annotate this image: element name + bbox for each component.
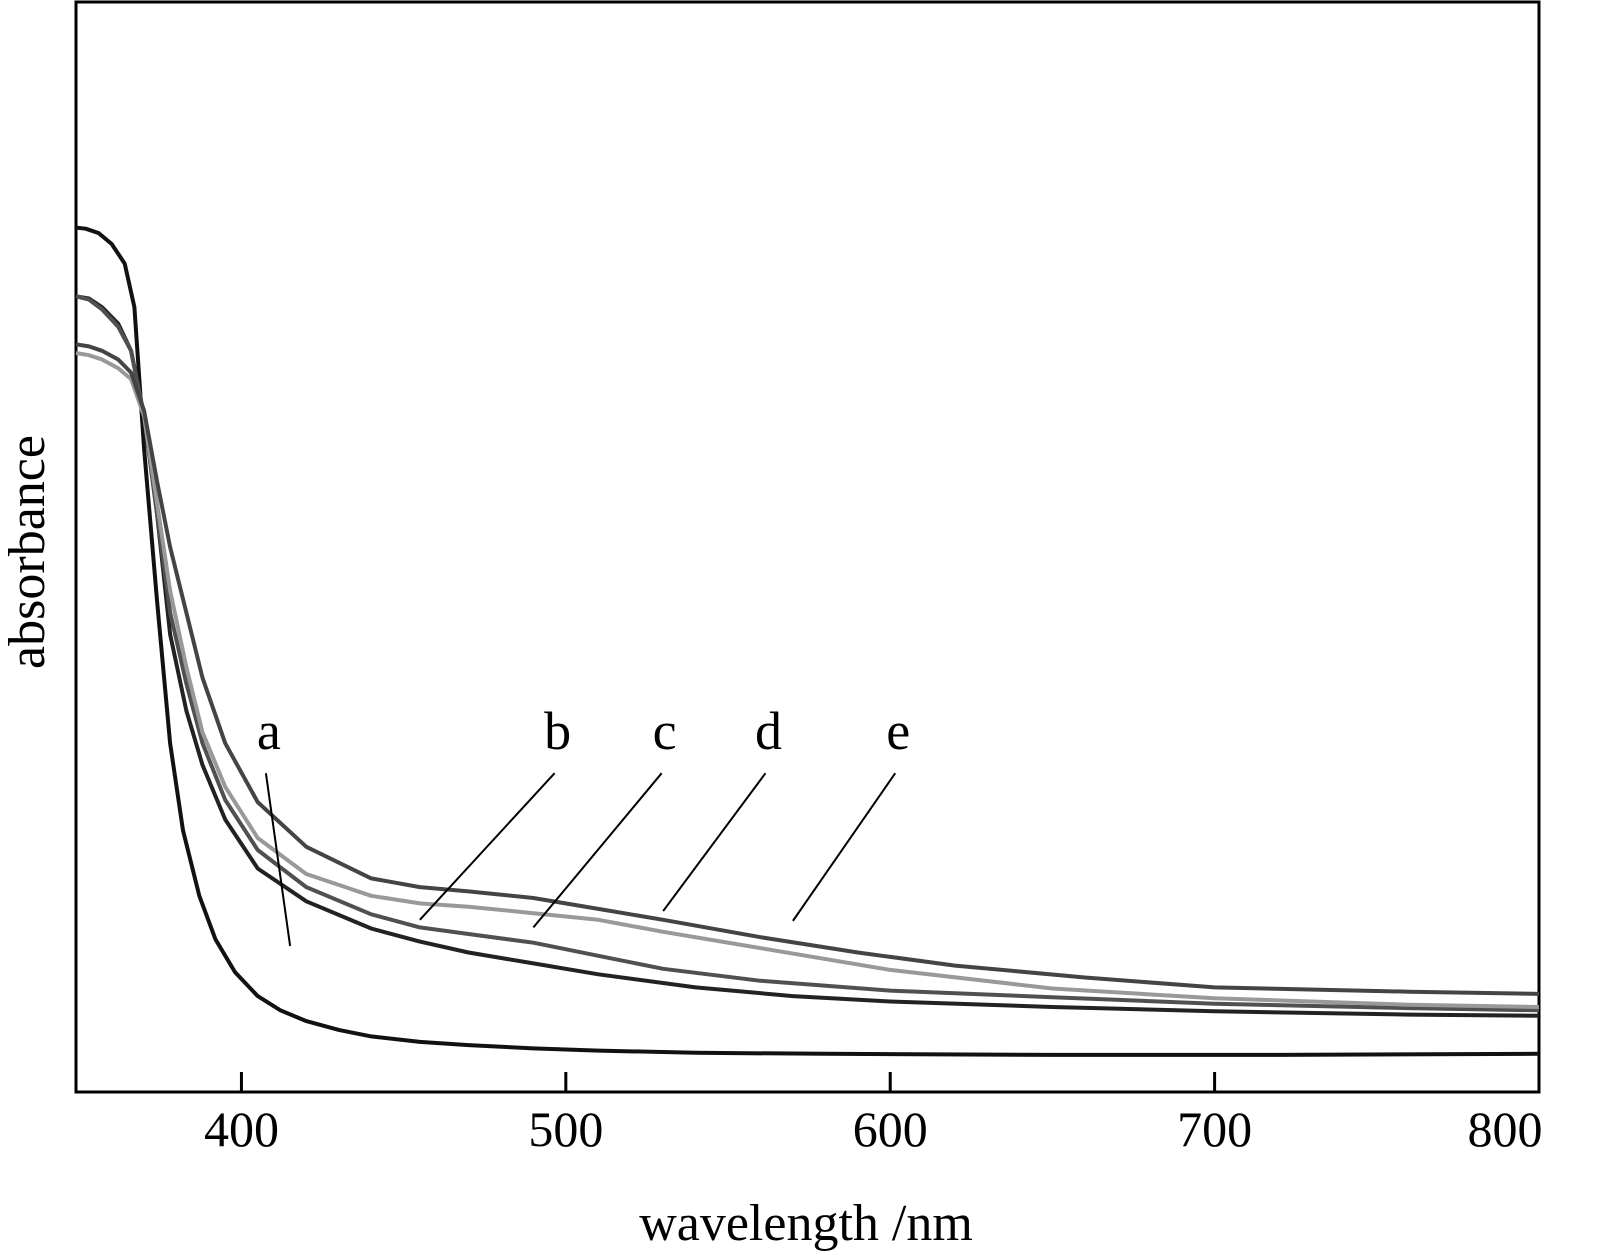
series-line-d [75, 351, 1540, 1009]
x-tick-label: 500 [528, 1101, 603, 1157]
series-line-b [75, 294, 1540, 1018]
series-line-e [75, 342, 1540, 996]
annotation-label-d: d [755, 701, 782, 761]
series-line-a [75, 225, 1540, 1057]
annotation-label-a: a [257, 701, 281, 761]
x-tick-label: 800 [1468, 1101, 1543, 1157]
x-tick-label: 400 [204, 1101, 279, 1157]
series-annotations: a b c d e [257, 701, 910, 947]
annotation-label-c: c [653, 701, 677, 761]
x-tick-label: 600 [853, 1101, 928, 1157]
y-axis-label: absorbance [0, 435, 56, 669]
x-tick-label: 700 [1177, 1101, 1252, 1157]
annotation-leader-a [264, 773, 292, 947]
series-line-c [75, 294, 1540, 1013]
x-axis-ticks: 400 500 600 700 800 [204, 1072, 1543, 1157]
x-axis-label: wavelength /nm [639, 1195, 973, 1252]
plot-frame [74, 0, 1541, 1094]
annotation-leader-b [419, 772, 556, 921]
annotation-leader-c [532, 772, 663, 929]
annotation-label-b: b [544, 701, 571, 761]
annotation-leader-e [792, 772, 897, 922]
annotation-label-e: e [886, 701, 910, 761]
annotation-leader-d [662, 772, 767, 912]
series-lines [75, 225, 1540, 1057]
